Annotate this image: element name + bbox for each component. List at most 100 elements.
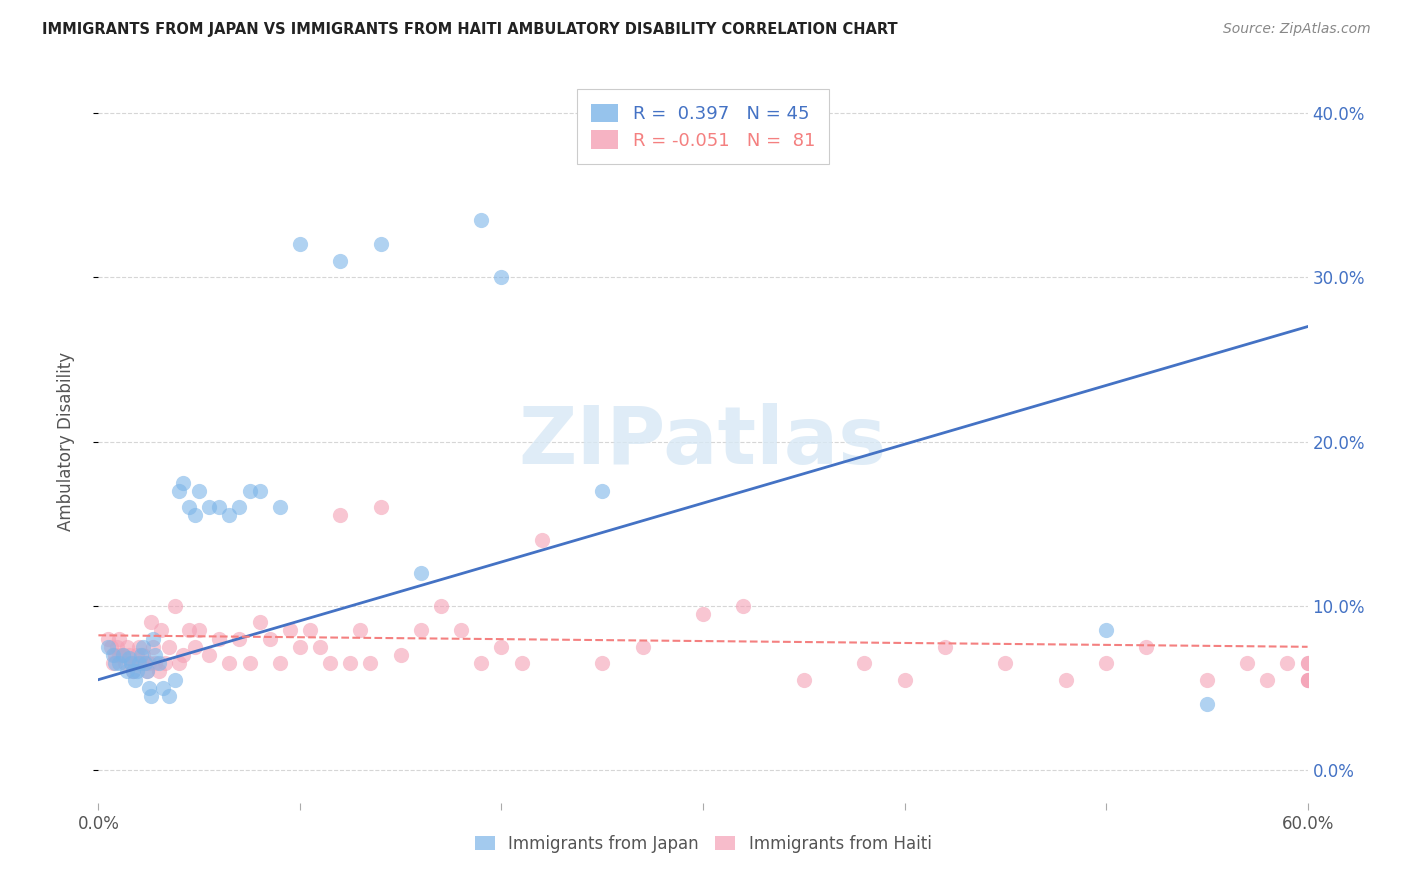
Point <box>115 640 138 654</box>
Point <box>1195 698 1218 712</box>
Point <box>409 566 432 580</box>
Point <box>1296 657 1319 671</box>
Point <box>188 483 211 498</box>
Point <box>1277 657 1299 671</box>
Point <box>107 632 129 646</box>
Point <box>167 483 190 498</box>
Point <box>138 657 160 671</box>
Point <box>184 640 207 654</box>
Point <box>179 624 201 638</box>
Point <box>184 508 207 523</box>
Point <box>163 599 186 613</box>
Text: IMMIGRANTS FROM JAPAN VS IMMIGRANTS FROM HAITI AMBULATORY DISABILITY CORRELATION: IMMIGRANTS FROM JAPAN VS IMMIGRANTS FROM… <box>42 22 898 37</box>
Point <box>409 624 432 638</box>
Point <box>269 657 291 671</box>
Point <box>591 483 613 498</box>
Point <box>148 657 170 671</box>
Point <box>228 632 250 646</box>
Point <box>208 632 231 646</box>
Point <box>239 657 262 671</box>
Point <box>172 475 194 490</box>
Point <box>172 648 194 662</box>
Point <box>853 657 876 671</box>
Point <box>278 624 301 638</box>
Point <box>163 673 186 687</box>
Point <box>125 665 148 679</box>
Point <box>339 657 361 671</box>
Point <box>218 657 240 671</box>
Point <box>157 640 180 654</box>
Point <box>97 640 120 654</box>
Point <box>124 657 146 671</box>
Point <box>239 483 262 498</box>
Point <box>134 657 156 671</box>
Point <box>1135 640 1157 654</box>
Point <box>118 651 141 665</box>
Point <box>430 599 453 613</box>
Point <box>105 640 128 654</box>
Point <box>125 648 148 662</box>
Point <box>491 270 513 285</box>
Point <box>269 500 291 515</box>
Point <box>128 657 150 671</box>
Point <box>692 607 714 621</box>
Point <box>132 648 155 662</box>
Point <box>128 640 150 654</box>
Point <box>1195 673 1218 687</box>
Point <box>288 640 311 654</box>
Point <box>370 500 392 515</box>
Point <box>470 212 492 227</box>
Point <box>1054 673 1077 687</box>
Point <box>103 657 125 671</box>
Point <box>135 665 157 679</box>
Point <box>631 640 654 654</box>
Point <box>309 640 332 654</box>
Legend: Immigrants from Japan, Immigrants from Haiti: Immigrants from Japan, Immigrants from H… <box>468 828 938 860</box>
Point <box>167 657 190 671</box>
Point <box>259 632 281 646</box>
Point <box>101 657 124 671</box>
Point <box>1095 624 1118 638</box>
Point <box>97 632 120 646</box>
Point <box>450 624 472 638</box>
Point <box>111 648 134 662</box>
Point <box>115 665 138 679</box>
Point <box>132 640 155 654</box>
Point <box>198 500 221 515</box>
Point <box>1236 657 1258 671</box>
Point <box>107 648 129 662</box>
Point <box>249 483 271 498</box>
Point <box>218 508 240 523</box>
Point <box>491 640 513 654</box>
Point <box>249 615 271 630</box>
Point <box>139 615 162 630</box>
Point <box>591 657 613 671</box>
Point <box>299 624 322 638</box>
Point <box>733 599 755 613</box>
Point <box>120 657 142 671</box>
Point <box>135 665 157 679</box>
Point <box>349 624 371 638</box>
Point <box>101 648 124 662</box>
Point <box>118 648 141 662</box>
Point <box>1296 673 1319 687</box>
Point <box>114 657 136 671</box>
Point <box>111 648 134 662</box>
Point <box>124 673 146 687</box>
Point <box>134 657 156 671</box>
Point <box>121 665 143 679</box>
Point <box>319 657 342 671</box>
Point <box>994 657 1017 671</box>
Point <box>142 640 165 654</box>
Point <box>148 665 170 679</box>
Point <box>188 624 211 638</box>
Point <box>288 237 311 252</box>
Point <box>152 681 174 695</box>
Point <box>1095 657 1118 671</box>
Point <box>1296 673 1319 687</box>
Point <box>329 253 352 268</box>
Point <box>149 624 172 638</box>
Text: ZIPatlas: ZIPatlas <box>519 402 887 481</box>
Point <box>934 640 956 654</box>
Point <box>129 657 152 671</box>
